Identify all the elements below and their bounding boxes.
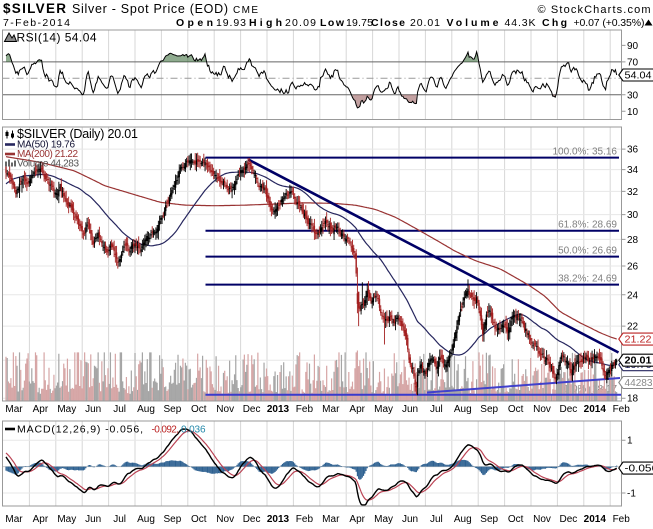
svg-text:Nov: Nov [533,514,551,525]
svg-text:High: High [249,17,282,29]
svg-text:Close: Close [371,17,405,29]
svg-text:Dec: Dec [560,514,578,525]
svg-text:© StockCharts.com: © StockCharts.com [538,4,651,16]
svg-text:Silver - Spot Price (EOD): Silver - Spot Price (EOD) [72,2,228,16]
svg-text:+0.07 (+0.35%): +0.07 (+0.35%) [574,17,645,29]
svg-text:2013: 2013 [267,514,290,525]
svg-text:Low: Low [320,17,345,29]
svg-text:Mar: Mar [5,404,23,415]
svg-text:Dec: Dec [560,404,578,415]
svg-text:100.0%: 35.16: 100.0%: 35.16 [553,147,618,158]
svg-text:Nov: Nov [216,514,234,525]
svg-text:Aug: Aug [454,514,472,525]
svg-text:RSI(14) 54.04: RSI(14) 54.04 [17,31,97,45]
svg-text:34: 34 [627,165,639,176]
svg-text:Jul: Jul [430,404,443,415]
svg-text:Sep: Sep [164,514,182,525]
svg-text:20.01: 20.01 [410,17,440,29]
svg-text:61.8%: 28.69: 61.8%: 28.69 [558,220,617,231]
svg-text:Sep: Sep [480,514,498,525]
svg-text:2014: 2014 [584,404,607,415]
svg-text:Sep: Sep [480,404,498,415]
svg-text:Nov: Nov [533,404,551,415]
svg-text:Dec: Dec [243,404,261,415]
svg-text:Volume: Volume [447,17,499,29]
svg-text:May: May [374,404,393,415]
svg-text:36: 36 [627,145,639,156]
svg-text:Apr: Apr [33,404,49,415]
svg-text:Chg: Chg [542,17,567,29]
svg-text:Aug: Aug [137,514,155,525]
svg-text:Apr: Apr [33,514,49,525]
svg-text:24: 24 [627,290,639,301]
svg-text:MACD(12,26,9) -0.056,: MACD(12,26,9) -0.056, [17,424,143,436]
svg-text:44283: 44283 [625,377,653,389]
svg-text:Dec: Dec [243,514,261,525]
svg-text:Apr: Apr [349,404,365,415]
svg-text:Oct: Oct [508,404,524,415]
svg-text:Nov: Nov [216,404,234,415]
svg-text:20.01: 20.01 [625,355,652,367]
svg-text:-0.056: -0.056 [625,463,653,475]
svg-text:MA(200) 21.22: MA(200) 21.22 [17,149,78,160]
svg-text:50.0%: 26.69: 50.0%: 26.69 [558,246,617,257]
svg-text:18: 18 [627,394,639,405]
svg-text:Feb: Feb [613,514,631,525]
svg-text:0.036: 0.036 [181,425,206,436]
svg-text:19.93: 19.93 [216,17,246,29]
svg-text:Oct: Oct [508,514,524,525]
svg-text:Oct: Oct [191,404,207,415]
svg-text:10: 10 [627,107,639,118]
svg-text:44.3K: 44.3K [505,17,536,29]
svg-text:Oct: Oct [191,514,207,525]
svg-text:30: 30 [627,210,639,221]
svg-text:Volume 44,283: Volume 44,283 [17,159,79,170]
svg-text:Mar: Mar [322,514,340,525]
svg-text:Mar: Mar [322,404,340,415]
svg-text:Jul: Jul [430,514,443,525]
svg-text:Apr: Apr [349,514,365,525]
svg-text:Jun: Jun [402,404,418,415]
svg-text:$SILVER (Daily) 20.01: $SILVER (Daily) 20.01 [17,127,138,141]
svg-text:28: 28 [627,235,639,246]
svg-text:-0.092,: -0.092, [152,425,180,436]
svg-text:1: 1 [627,436,633,447]
svg-text:54.04: 54.04 [625,70,652,82]
svg-text:Aug: Aug [454,404,472,415]
svg-text:90: 90 [627,41,639,52]
svg-text:Mar: Mar [5,514,23,525]
svg-text:Sep: Sep [164,404,182,415]
svg-text:30: 30 [627,90,639,101]
svg-text:22: 22 [627,322,639,333]
svg-text:19.75: 19.75 [346,17,373,29]
svg-text:70: 70 [627,57,639,68]
svg-text:Jul: Jul [113,514,126,525]
svg-text:32: 32 [627,187,639,198]
svg-text:20.09: 20.09 [285,17,316,29]
svg-text:May: May [374,514,393,525]
svg-text:Feb: Feb [296,514,314,525]
svg-text:May: May [57,514,76,525]
svg-text:MA(50) 19.76: MA(50) 19.76 [17,140,75,151]
svg-text:CME: CME [233,5,258,16]
svg-text:Jun: Jun [85,514,101,525]
svg-text:-1: -1 [627,489,636,500]
svg-text:26: 26 [627,262,639,273]
svg-text:Jun: Jun [402,514,418,525]
svg-text:Jun: Jun [85,404,101,415]
svg-text:7-Feb-2014: 7-Feb-2014 [3,17,70,29]
svg-text:2014: 2014 [584,514,607,525]
svg-text:Aug: Aug [137,404,155,415]
svg-text:Feb: Feb [296,404,314,415]
svg-text:2013: 2013 [267,404,290,415]
svg-text:Jul: Jul [113,404,126,415]
svg-text:38.2%: 24.69: 38.2%: 24.69 [558,274,617,285]
svg-text:21.22: 21.22 [625,334,652,346]
svg-text:Feb: Feb [613,404,631,415]
svg-text:May: May [57,404,76,415]
